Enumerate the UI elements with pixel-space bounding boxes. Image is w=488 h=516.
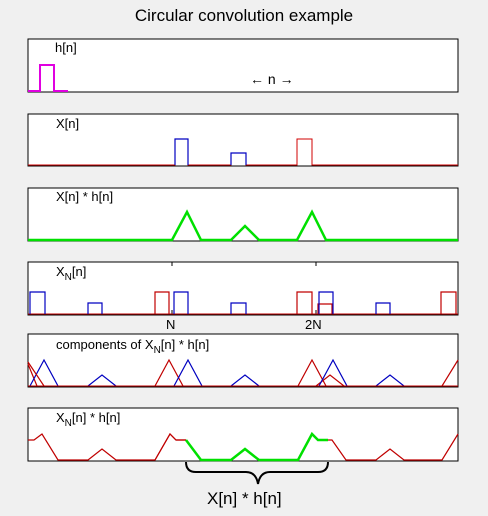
x-blue-pulse-1 [174, 138, 189, 165]
h-pulse [28, 64, 68, 92]
xn-red-pulse-1 [154, 291, 170, 314]
xn-blue-pulse-4 [230, 302, 247, 314]
panel-h: h[n] ← n → [27, 38, 459, 93]
panel-xn-label-rest: [n] [72, 264, 86, 279]
panel-circular-label-sub: N [65, 418, 72, 429]
circular-green-line [185, 431, 328, 462]
panel-circular: XN[n] * h[n] [27, 407, 459, 462]
comp-blue-tri-6 [375, 374, 405, 387]
xn-blue-pulse-3 [173, 291, 189, 314]
xn-blue-pulse-6 [375, 302, 391, 314]
panel-conv: X[n] * h[n] [27, 187, 459, 242]
xn-red-pulse-4 [317, 303, 333, 314]
panel-circular-label-rest: [n] * h[n] [72, 410, 120, 425]
circular-red-seg-2 [328, 433, 459, 461]
comp-blue-tri-5 [318, 358, 348, 387]
panel-x-frame [27, 113, 459, 167]
tick-2n-label: 2N [305, 317, 322, 332]
comp-blue-tri-4 [230, 374, 260, 387]
circular-red-seg-1 [154, 433, 186, 461]
comp-blue-tri-3 [173, 358, 203, 387]
panel-h-label: h[n] [55, 40, 77, 55]
panel-x: X[n] [27, 113, 459, 167]
conv-line [28, 209, 458, 242]
comp-blue-tri-1 [29, 358, 59, 387]
comp-blue-tri-2 [87, 374, 117, 387]
x-blue-pulse-2 [230, 152, 247, 165]
panel-components: components of XN[n] * h[n] [27, 333, 459, 388]
xn-red-pulse-2 [296, 291, 313, 314]
brace-label: X[n] * h[n] [207, 489, 282, 508]
xn-blue-pulse-1 [29, 291, 46, 314]
panel-conv-label: X[n] * h[n] [56, 189, 113, 204]
panel-xn-label: XN[n] [56, 264, 86, 283]
panel-components-label-pre: components of X [56, 337, 154, 352]
panel-components-label: components of XN[n] * h[n] [56, 337, 209, 356]
panel-xn: XN[n] N 2N [27, 261, 459, 332]
panel-conv-frame [27, 187, 459, 242]
panel-xn-label-sub: N [65, 272, 72, 283]
comp-red-tri-left [27, 361, 45, 387]
panel-components-label-sub: N [154, 345, 161, 356]
curly-brace [185, 461, 329, 485]
panel-h-frame [27, 38, 459, 93]
panel-x-label: X[n] [56, 116, 79, 131]
tick-n-label: N [166, 317, 175, 332]
panel-xn-frame [27, 261, 459, 316]
panel-xn-label-base: X [56, 264, 65, 279]
xn-blue-pulse-2 [87, 302, 103, 314]
panel-circular-label-base: X [56, 410, 65, 425]
xn-blue-pulse-5 [318, 291, 334, 314]
comp-red-tri-4 [441, 359, 459, 387]
brace-annotation: X[n] * h[n] [185, 461, 329, 508]
figure-title: Circular convolution example [134, 6, 354, 25]
xn-red-pulse-3 [440, 291, 457, 314]
panel-circular-label: XN[n] * h[n] [56, 410, 120, 429]
n-axis-arrow: ← n → [250, 71, 294, 87]
panel-components-label-rest: [n] * h[n] [161, 337, 209, 352]
comp-red-tri-1 [27, 363, 38, 387]
comp-red-tri-3 [297, 358, 327, 387]
